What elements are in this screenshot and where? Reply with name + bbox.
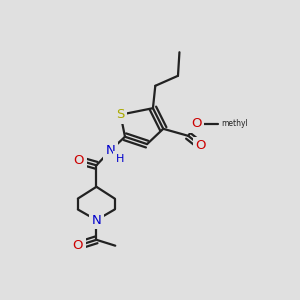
Text: methyl: methyl xyxy=(221,119,248,128)
Text: O: O xyxy=(195,139,206,152)
Text: H: H xyxy=(116,154,124,164)
Text: N: N xyxy=(92,214,101,226)
Text: O: O xyxy=(74,154,84,167)
Text: O: O xyxy=(191,117,202,130)
Text: N: N xyxy=(105,144,115,157)
Text: O: O xyxy=(73,239,83,252)
Text: S: S xyxy=(116,108,125,121)
